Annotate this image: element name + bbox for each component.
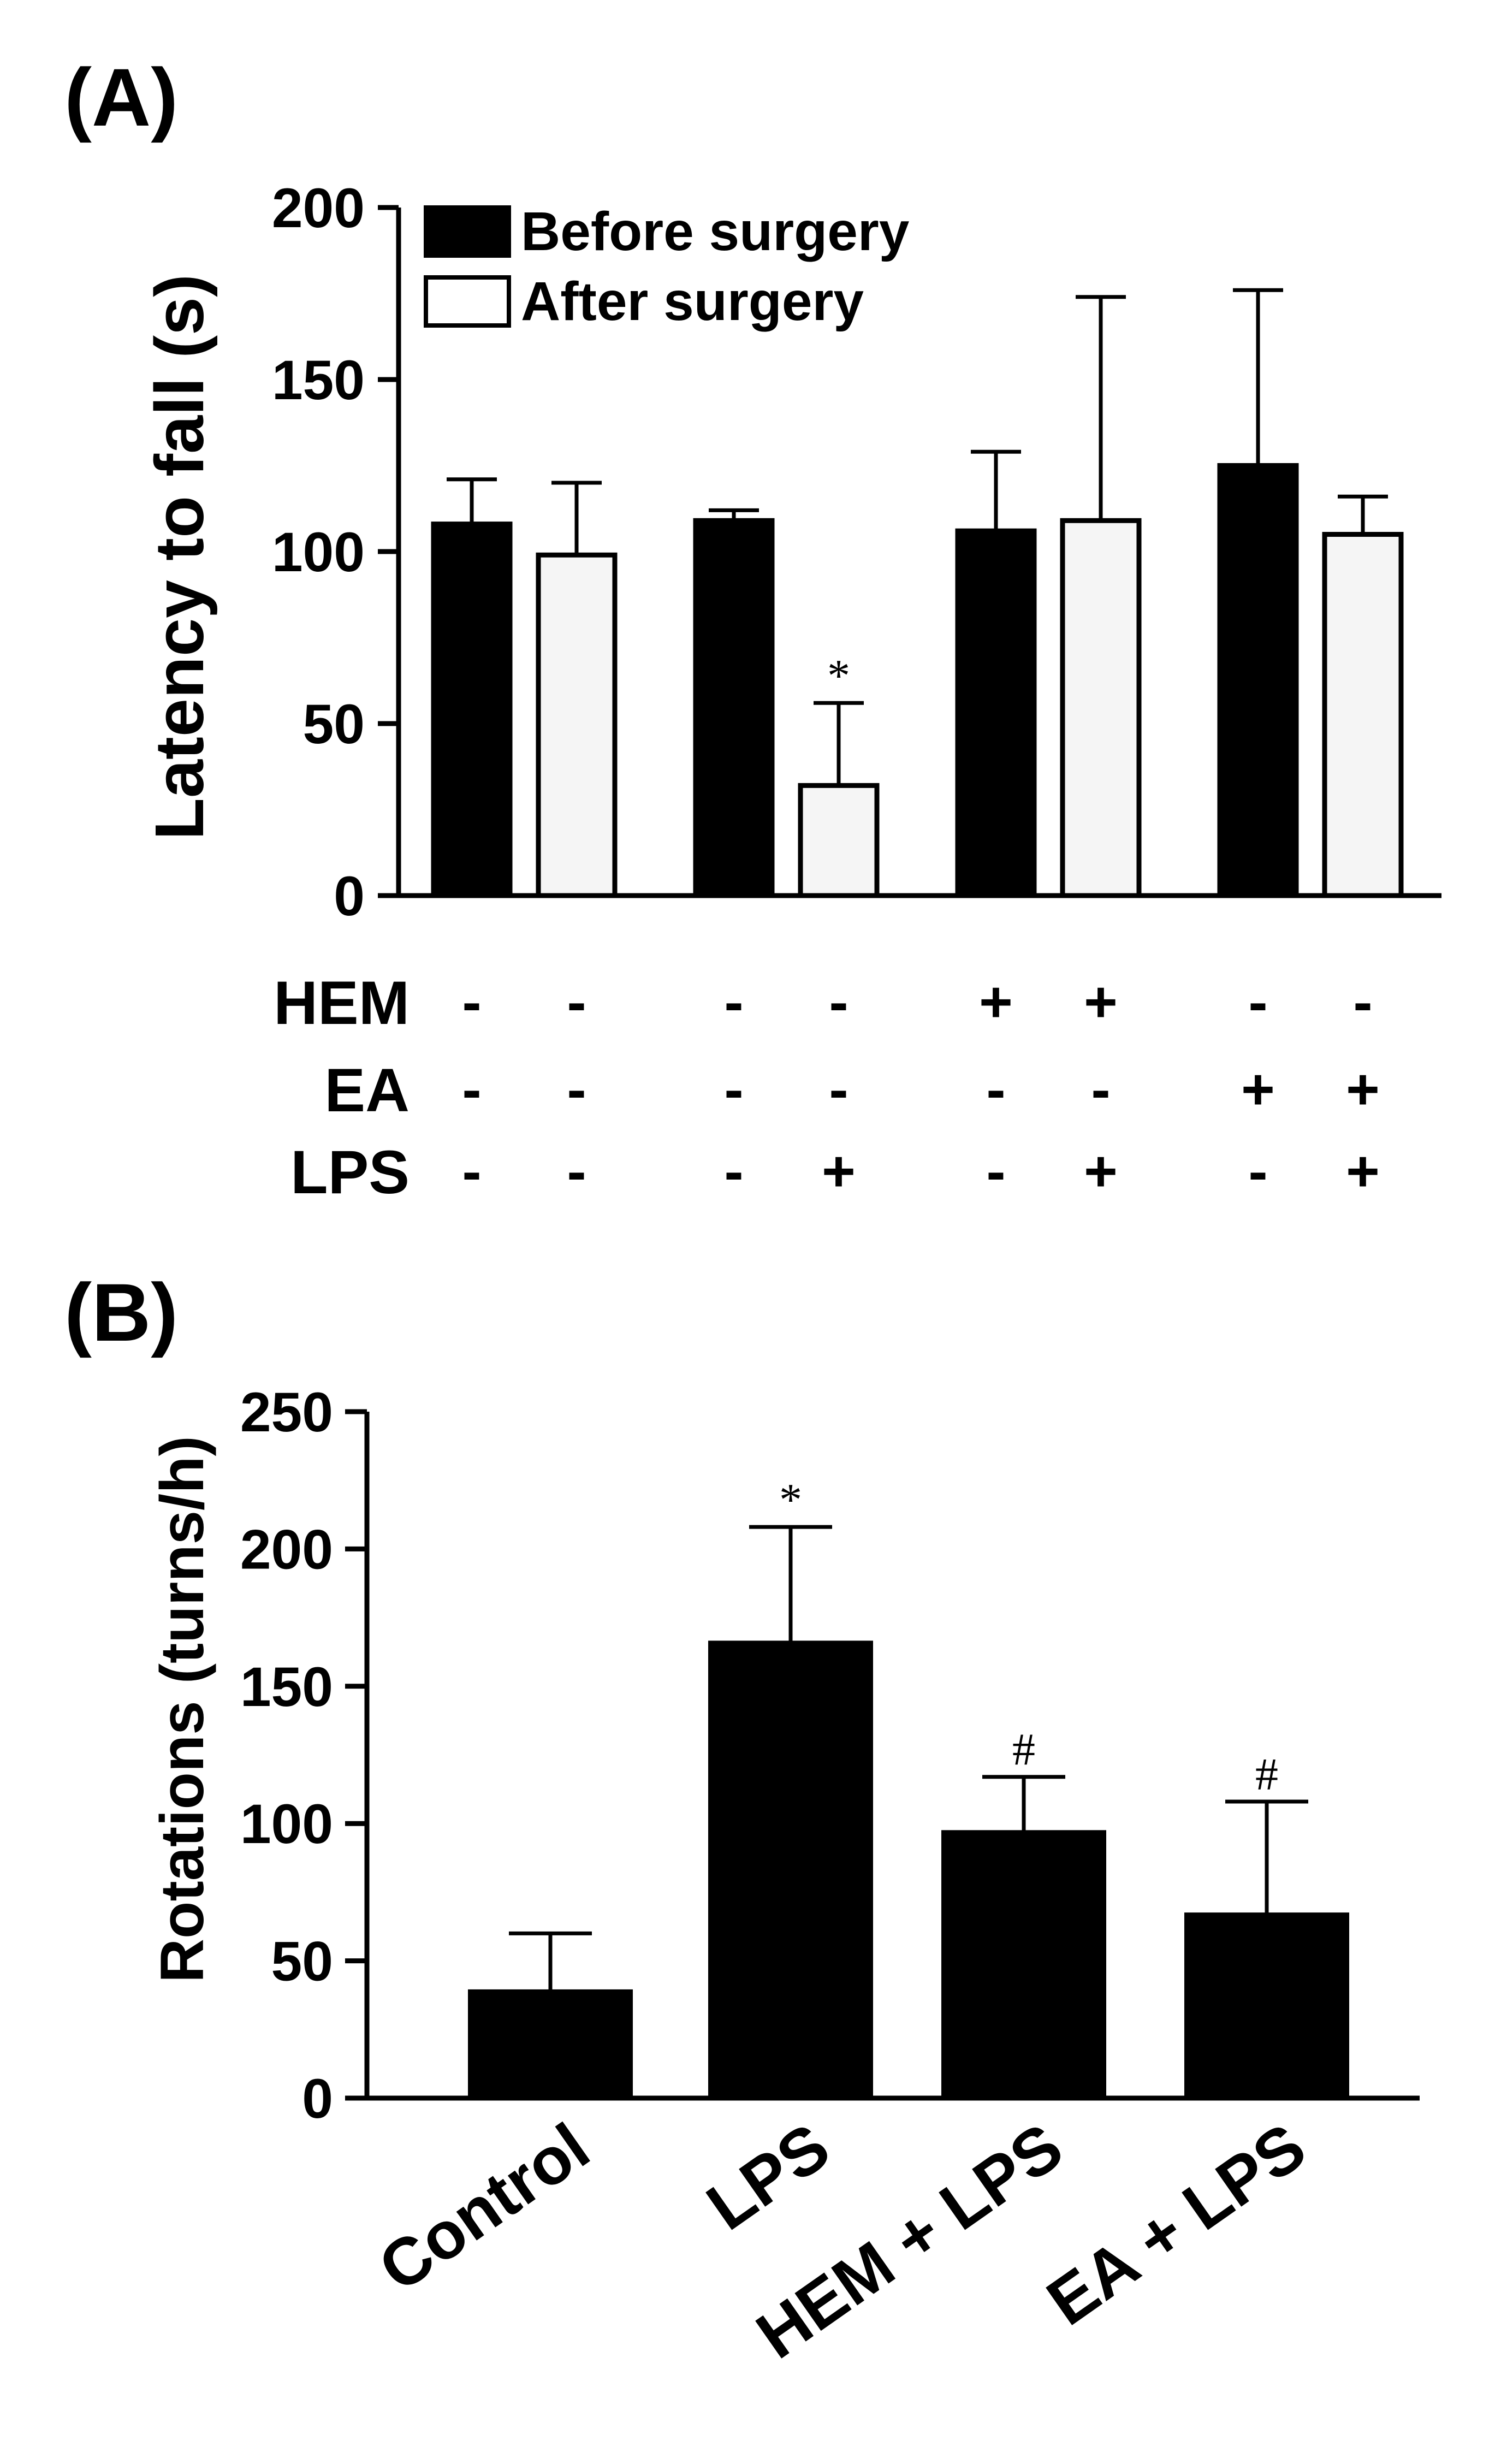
a-y-tick-label: 150 [272,349,365,411]
a-bar-before-2 [693,518,775,898]
b-bar-2 [708,1640,873,2100]
a-condition-sign: - [986,1057,1005,1122]
panel-b-y-axis-title: Rotations (turns/h) [148,1436,216,1983]
a-condition-sign: - [1353,970,1372,1034]
a-condition-sign: + [1084,970,1118,1034]
panel-b-label: (B) [64,1266,178,1358]
a-condition-sign: - [567,1139,586,1204]
a-condition-sign: - [724,1139,743,1204]
a-condition-sign: + [1241,1057,1275,1122]
a-condition-label-lps: LPS [290,1138,410,1206]
a-condition-sign: + [1346,1057,1380,1122]
a-condition-sign: - [829,970,848,1034]
a-bar-after-4 [1322,532,1404,898]
b-bar-4 [1184,1912,1349,2100]
panel-a-chart: (A) Latency to fall (s) 0 50 100 150 200 * B… [64,51,1441,1206]
b-y-tick-label: 100 [240,1793,333,1855]
b-bar-3 [941,1830,1106,2100]
a-y-tick-label: 0 [334,865,365,927]
panel-a-condition-table: HEM - - - - + + - -EA - - - - - - + +LPS - - - + - + - + [274,969,1380,1206]
a-condition-sign: - [724,970,743,1034]
a-condition-sign: - [462,970,481,1034]
a-condition-sign: - [462,1139,481,1204]
a-legend-swatch-1 [424,205,511,258]
a-bar-after-1 [536,552,618,898]
a-legend-swatch-2 [424,275,511,328]
panel-b-chart: (B) Rotations (turns/h) 050100150200250 … [64,1266,1420,2373]
a-condition-sign: - [1248,1139,1267,1204]
b-significance-marker: # [1012,1725,1035,1775]
a-condition-sign: - [724,1057,743,1122]
b-significance-marker: # [1255,1749,1278,1800]
a-bar-before-1 [431,522,513,898]
a-condition-sign: - [462,1057,481,1122]
b-y-tick-label: 0 [302,2068,333,2130]
a-condition-sign: - [829,1057,848,1122]
a-condition-sign: - [986,1139,1005,1204]
a-condition-sign: + [822,1139,856,1204]
b-y-tick-label: 200 [240,1518,333,1580]
a-condition-sign: + [979,970,1013,1034]
b-significance-marker: * [779,1474,802,1525]
a-condition-label-ea: EA [324,1056,410,1124]
b-category-label: EA + LPS [1034,2109,1319,2339]
a-y-tick-label: 100 [272,521,365,583]
a-condition-sign: - [1091,1057,1110,1122]
a-condition-sign: - [567,970,586,1034]
panel-a-legend: Before surgery After surgery [424,201,910,332]
b-category-label: LPS [694,2109,843,2244]
a-legend-label-2: After surgery [521,271,864,332]
a-condition-label-hem: HEM [274,969,410,1037]
a-y-tick-label: 200 [272,177,365,239]
a-y-tick-label: 50 [303,693,365,755]
a-legend-label-1: Before surgery [521,201,910,262]
b-y-tick-label: 50 [271,1930,333,1993]
b-category-label: Control [366,2109,602,2306]
a-bar-before-4 [1217,463,1299,898]
a-condition-sign: - [567,1057,586,1122]
a-bar-before-3 [955,528,1037,898]
b-y-tick-label: 250 [240,1381,333,1443]
a-significance-marker: * [827,650,850,701]
panel-a-bars: * [431,288,1404,898]
a-condition-sign: - [1248,970,1267,1034]
b-bar-1 [468,1989,633,2100]
a-bar-after-2 [798,783,880,898]
a-condition-sign: + [1084,1139,1118,1204]
panel-b-bars: * # # [468,1474,1349,2100]
b-y-tick-label: 150 [240,1656,333,1718]
a-bar-after-3 [1060,518,1142,898]
panel-a-label: (A) [64,51,178,143]
panel-a-y-axis-title: Latency to fall (s) [141,274,218,840]
a-condition-sign: + [1346,1139,1380,1204]
